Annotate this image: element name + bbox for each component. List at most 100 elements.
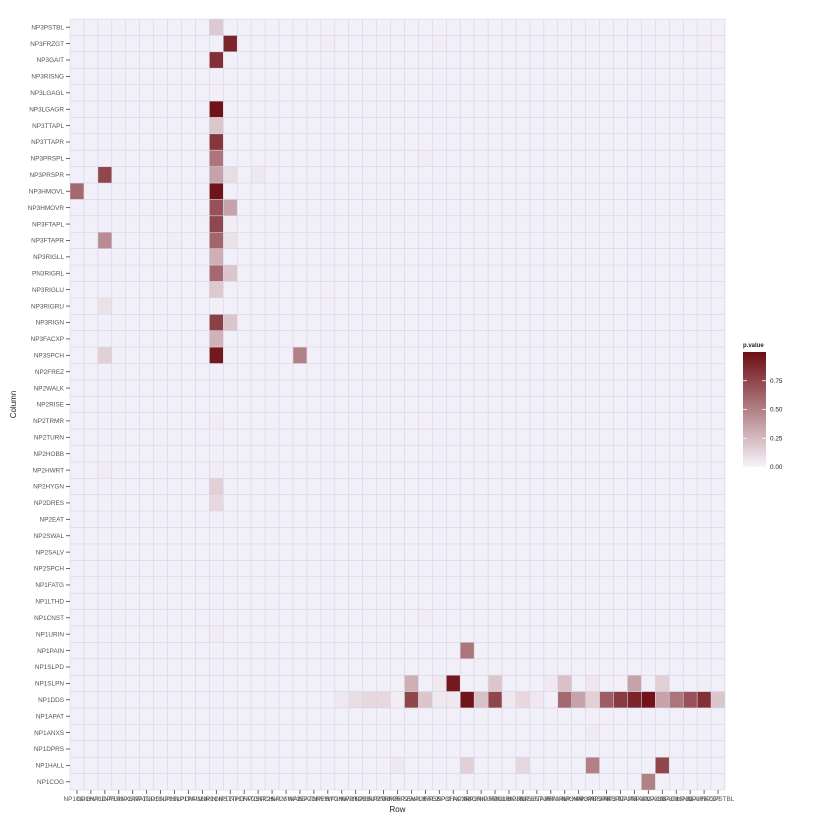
x-tick-label: NP2SALV [258,796,287,803]
y-tick-label: NP2HOBB [33,451,64,458]
heatmap-cell [209,199,224,216]
x-tick-label: NP3FTAPR [520,796,553,803]
heatmap-cell [585,675,600,692]
heatmap-cell [641,773,656,790]
y-tick-label: NP1LTHD [35,599,64,606]
y-tick-label: NP3PRSPL [31,156,65,163]
y-tick-label: NP1DPRS [34,746,64,753]
y-axis-tick-labels: NP3PSTBL NP3FRZGT NP3GAIT NP3RISNG NP3LGAGL N… [28,24,70,786]
heatmap-cell [97,347,112,364]
heatmap-cell [209,461,224,479]
x-tick-label: NP1FATG [230,796,259,803]
y-tick-label: NP3RIGRU [31,303,64,310]
heatmap-cell [223,265,238,282]
heatmap-cell [223,199,238,216]
x-tick-label: NP3GAIT [676,796,703,803]
y-tick-label: NP2HWRT [33,467,65,474]
x-tick-label: NP3TTAPR [604,796,637,803]
y-tick-label: NP3LGAGR [29,106,64,113]
heatmap-cell [585,691,600,708]
heatmap-cell [223,232,238,249]
x-tick-label: NP3FRZGT [687,796,721,803]
legend: p.value 0.00 0.25 0.50 0.75 [743,343,783,471]
heatmap-cell [627,675,642,692]
x-tick-label: NP3RIGN [453,796,482,803]
heatmap-cell [320,281,335,298]
y-tick-label: NP2SALV [36,549,65,556]
heatmap-cell [209,625,224,643]
y-tick-label: NP2TURN [34,435,65,442]
y-tick-label: NP3RISNG [31,74,64,81]
heatmap-cell [515,691,530,708]
heatmap-cell [362,691,377,708]
y-tick-label: NP2FREZ [35,369,64,376]
x-tick-label: NP2EAT [288,796,312,803]
y-tick-label: NP2SWAL [34,533,65,540]
x-tick-label: NP3HMOVL [561,796,597,803]
heatmap-cell [97,232,112,249]
heatmap-cell [209,150,224,167]
y-tick-label: NP3SPCH [34,352,65,359]
x-tick-label: NP3PRSPL [590,796,624,803]
y-tick-label: NP3HMOVR [28,205,65,212]
y-tick-label: NP1CNST [34,615,64,622]
x-tick-label: NP1ANXS [104,796,134,803]
heatmap-cell [460,757,475,774]
x-tick-label: NP3PRSPR [575,796,610,803]
x-tick-label: PN3RIGRL [493,796,525,803]
x-axis-title: Row [389,805,405,814]
y-tick-label: NP1ANXS [34,730,64,737]
heatmap-cell [418,150,433,167]
x-tick-label: NP1URIN [188,796,216,803]
heatmap-cell [460,642,475,659]
heatmap-cell [292,347,307,364]
x-tick-label: NP1DPRS [90,796,120,803]
heatmap-cell [209,183,224,200]
heatmap-cell [697,675,712,692]
x-tick-label: NP3RIGLL [507,796,538,803]
legend-tick-label: 0.75 [770,378,783,385]
x-tick-label: NP3LGAGL [645,796,679,803]
x-tick-label: NP3PSTBL [702,796,735,803]
grid-lines [69,18,726,791]
heatmap-cell [376,691,391,708]
heatmap-cell [223,215,238,233]
y-tick-label: NP1APAT [36,713,64,720]
x-tick-label: NP1PAIN [175,796,202,803]
legend-colorbar [743,352,766,467]
heatmap-cell [223,35,238,52]
heatmap-cell [209,412,224,430]
heatmap-cell [251,166,266,184]
y-tick-label: NP3FTAPL [32,221,64,228]
heatmap-cell [683,691,698,708]
heatmap-cell [641,691,656,708]
x-tick-label: NP3FACXP [437,796,470,803]
heatmap-cell [418,609,433,626]
heatmap-cell [515,757,530,774]
y-tick-label: NP3FTAPR [31,238,64,245]
heatmap-cell [404,691,419,708]
heatmap-cells [70,19,725,790]
y-tick-label: PN3RIGRL [32,270,64,277]
y-tick-label: NP2WALK [34,385,65,392]
heatmap-cell [348,691,363,708]
x-tick-label: NP2HWRT [326,796,358,803]
heatmap-cell [697,35,712,52]
heatmap-cell [209,101,224,118]
y-tick-label: NP2SPCH [34,566,65,573]
y-tick-label: NP3TTAPL [32,123,64,130]
x-tick-label: NP2FREZ [411,796,440,803]
heatmap-cell [70,183,84,200]
heatmap-cell [613,675,628,692]
x-tick-label: NP3RISNG [660,796,693,803]
x-tick-label: NP1HALL [77,796,106,803]
heatmap-cell [320,35,335,52]
y-tick-label: NP2HYGN [33,484,64,491]
x-tick-label: NP1COG [63,796,90,803]
heatmap-cell [167,232,182,249]
heatmap-cell [697,691,712,708]
heatmap-cell [209,232,224,249]
x-tick-label: NP1DDS [134,796,160,803]
heatmap-cell [209,248,224,266]
